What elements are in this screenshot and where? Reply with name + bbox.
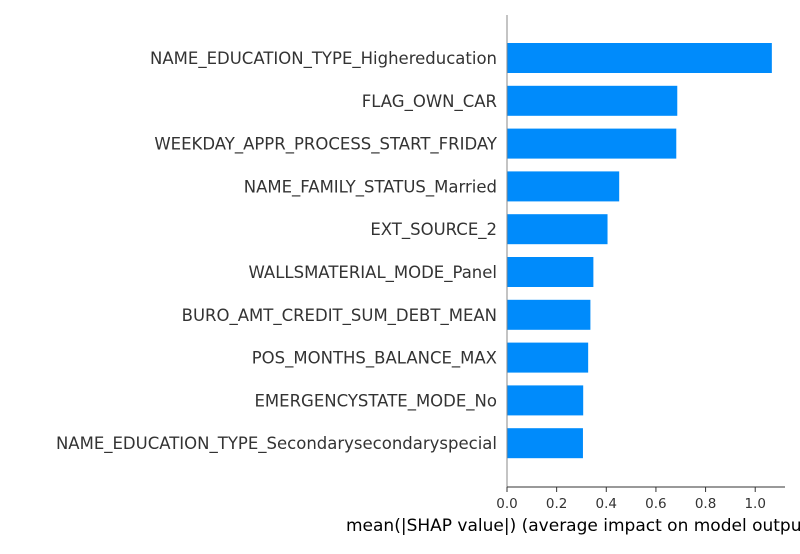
bar-flag-own-car <box>507 85 678 116</box>
x-tick-label: 0.8 <box>695 496 716 512</box>
bar-name-education-type-secondarysecondaryspecial <box>507 428 583 459</box>
bar-name-family-status-married <box>507 171 620 202</box>
x-tick-label: 0.6 <box>645 496 666 512</box>
bar-ext-source-2 <box>507 214 608 245</box>
x-tick-label: 0.2 <box>546 496 567 512</box>
category-label: POS_MONTHS_BALANCE_MAX <box>252 349 497 369</box>
x-axis-label: mean(|SHAP value|) (average impact on mo… <box>346 516 800 536</box>
bar-pos-months-balance-max <box>507 342 589 373</box>
bar-name-education-type-highereducation <box>507 43 772 73</box>
bar-wallsmaterial-mode-panel <box>507 257 594 287</box>
category-label: NAME_EDUCATION_TYPE_Highereducation <box>150 49 497 69</box>
category-label: WALLSMATERIAL_MODE_Panel <box>249 263 497 283</box>
category-label: FLAG_OWN_CAR <box>362 92 497 112</box>
bar-emergencystate-mode-no <box>507 385 584 416</box>
category-label: BURO_AMT_CREDIT_SUM_DEBT_MEAN <box>182 306 497 326</box>
x-tick-label: 0.0 <box>496 496 517 512</box>
x-tick-label: 0.4 <box>596 496 617 512</box>
bars-layer <box>507 43 772 459</box>
category-label: EXT_SOURCE_2 <box>370 220 497 240</box>
x-ticks-layer: 0.0 0.2 0.4 0.6 0.8 1.0 <box>496 487 766 512</box>
category-labels-layer: NAME_EDUCATION_TYPE_Highereducation FLAG_… <box>56 49 498 454</box>
category-label: WEEKDAY_APPR_PROCESS_START_FRIDAY <box>154 135 498 155</box>
bar-buro-amt-credit-sum-debt-mean <box>507 299 591 330</box>
x-tick-label: 1.0 <box>744 496 765 512</box>
category-label: NAME_EDUCATION_TYPE_Secondarysecondarysp… <box>56 434 497 454</box>
category-label: EMERGENCYSTATE_MODE_No <box>255 391 498 411</box>
category-label: NAME_FAMILY_STATUS_Married <box>244 177 497 197</box>
bar-weekday-appr-process-start-friday <box>507 128 677 159</box>
axes-layer <box>506 15 785 488</box>
